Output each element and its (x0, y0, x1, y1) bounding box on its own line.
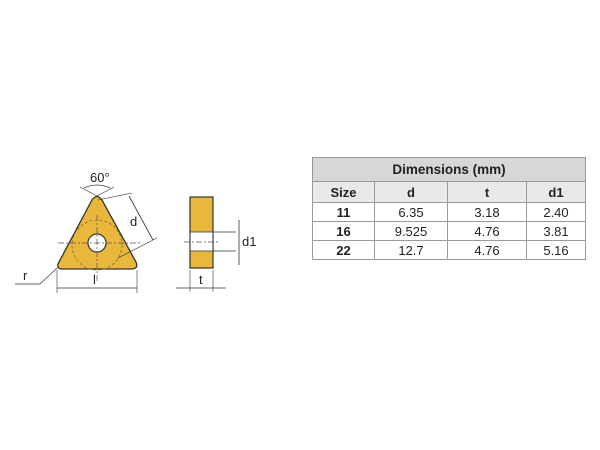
cell-size: 16 (312, 221, 375, 241)
l-label: l (93, 272, 96, 287)
cell-d: 9.525 (374, 221, 448, 241)
angle-label: 60° (90, 170, 110, 185)
cell-d1: 5.16 (526, 240, 586, 260)
insert-diagram: 60° d r l d1 t (15, 170, 256, 293)
cell-t: 3.18 (447, 202, 527, 222)
cell-d: 6.35 (374, 202, 448, 222)
cell-size: 11 (312, 202, 375, 222)
table-row: 22 12.7 4.76 5.16 (312, 240, 586, 260)
cell-t: 4.76 (447, 240, 527, 260)
r-label: r (23, 268, 28, 283)
header-d1: d1 (526, 181, 586, 203)
cell-d1: 3.81 (526, 221, 586, 241)
cell-size: 22 (312, 240, 375, 260)
header-t: t (447, 181, 527, 203)
d1-label: d1 (242, 234, 256, 249)
table-row: 16 9.525 4.76 3.81 (312, 221, 586, 241)
table-title: Dimensions (mm) (312, 157, 586, 182)
cell-d: 12.7 (374, 240, 448, 260)
d-label: d (130, 214, 137, 229)
table-row: 11 6.35 3.18 2.40 (312, 202, 586, 222)
t-label: t (199, 272, 203, 287)
cell-d1: 2.40 (526, 202, 586, 222)
header-size: Size (312, 181, 375, 203)
dimensions-table: Dimensions (mm) Size d t d1 11 6.35 3.18… (312, 157, 586, 260)
header-d: d (374, 181, 448, 203)
cell-t: 4.76 (447, 221, 527, 241)
